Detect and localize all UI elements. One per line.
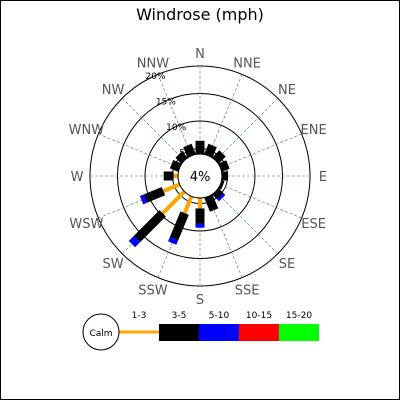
bar-WNW-3-5 — [169, 160, 182, 172]
bar-SW-5-10 — [128, 235, 141, 248]
direction-label-NNE: NNE — [233, 56, 261, 71]
radial-tick-label-20: 20% — [146, 72, 166, 82]
spoke-ENE — [220, 133, 302, 168]
calm-percent-label: 4% — [190, 170, 211, 185]
bar-WSW-3-5 — [143, 186, 166, 203]
bar-SSE-3-5 — [204, 194, 219, 212]
direction-label-NNW: NNW — [137, 56, 169, 71]
radial-tick-label-10: 10% — [166, 123, 186, 133]
direction-label-SSW: SSW — [138, 284, 168, 299]
bar-SW-3-5 — [133, 210, 166, 243]
legend-label-1-3: 1-3 — [132, 311, 147, 321]
direction-label-E: E — [319, 170, 327, 185]
legend-swatch-10-15 — [239, 324, 279, 341]
calm-circle — [177, 153, 223, 199]
direction-label-WSW: WSW — [69, 217, 103, 232]
legend-label-10-15: 10-15 — [246, 311, 272, 321]
spoke-NNW — [157, 74, 192, 156]
spoke-NNE — [208, 74, 243, 156]
direction-label-NE: NE — [278, 83, 296, 98]
legend-calm-label: Calm — [89, 329, 112, 339]
bar-SE-3-5 — [212, 188, 224, 200]
direction-label-ENE: ENE — [301, 123, 327, 138]
spoke-WNW — [98, 133, 180, 168]
bar-SSW-1-3 — [182, 195, 194, 214]
direction-label-W: W — [71, 170, 84, 185]
legend-label-5-10: 5-10 — [209, 311, 230, 321]
legend-label-15-20: 15-20 — [286, 311, 312, 321]
direction-label-N: N — [195, 47, 205, 62]
bar-SSW-3-5 — [169, 211, 189, 241]
bar-SSW-5-10 — [168, 236, 179, 245]
legend-label-3-5: 3-5 — [172, 311, 187, 321]
direction-label-NW: NW — [102, 83, 125, 98]
direction-label-SE: SE — [279, 257, 295, 272]
legend-calm-circle — [82, 313, 120, 351]
radial-tick-label-5: 5% — [179, 148, 194, 158]
speed-legend: Calm 1-3 3-5 5-10 10-15 15-20 — [82, 311, 319, 351]
legend-swatch-3-5 — [159, 324, 199, 341]
radial-tick-label-15: 15% — [156, 97, 176, 107]
bar-NNE-3-5 — [204, 143, 217, 158]
legend-swatch-15-20 — [279, 324, 319, 341]
direction-label-S: S — [196, 293, 204, 308]
direction-label-SW: SW — [102, 257, 123, 272]
direction-label-SSE: SSE — [235, 284, 260, 299]
bar-SE-5-10 — [217, 193, 226, 202]
bar-SW-1-3 — [161, 190, 186, 215]
bar-ENE-3-5 — [218, 160, 230, 172]
bar-WSW-5-10 — [139, 194, 148, 205]
bar-NNW-3-5 — [183, 143, 196, 158]
bar-NE-3-5 — [212, 150, 226, 164]
direction-label-ESE: ESE — [301, 217, 326, 232]
legend-swatch-5-10 — [199, 324, 239, 341]
direction-label-WNW: WNW — [69, 123, 105, 138]
chart-title: Windrose (mph) — [136, 5, 264, 24]
bar-WSW-1-3 — [162, 182, 181, 194]
spoke-ESE — [220, 184, 302, 219]
bar-NW-3-5 — [175, 151, 188, 164]
